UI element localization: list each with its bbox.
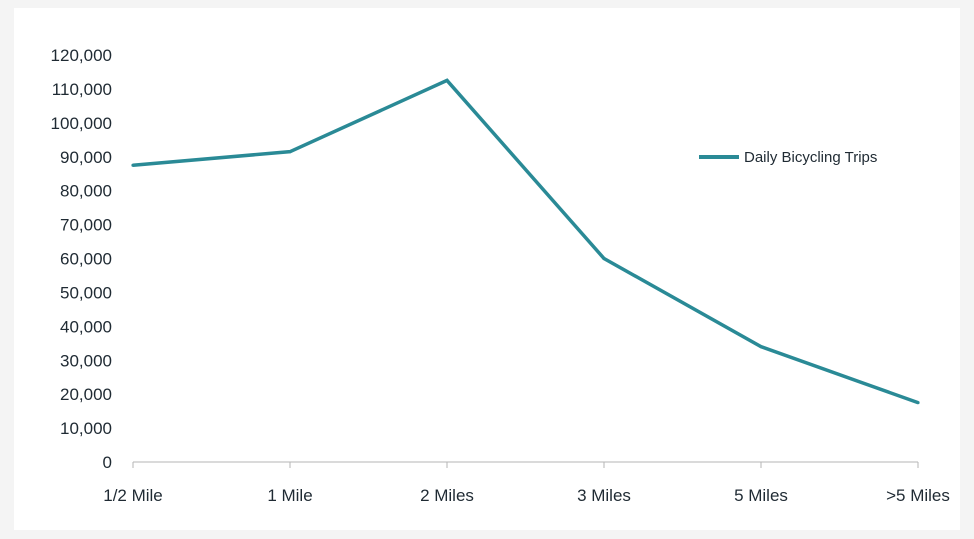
x-tick-label: >5 Miles <box>886 486 950 505</box>
y-tick-label: 120,000 <box>51 46 112 65</box>
x-tick-label: 1 Mile <box>267 486 312 505</box>
y-axis-labels: 0 10,000 20,000 30,000 40,000 50,000 60,000 70,… <box>51 46 112 472</box>
x-tick-label: 3 Miles <box>577 486 631 505</box>
y-tick-label: 0 <box>103 453 112 472</box>
y-tick-label: 60,000 <box>60 250 112 269</box>
y-tick-label: 80,000 <box>60 182 112 201</box>
y-tick-label: 20,000 <box>60 385 112 404</box>
y-tick-label: 110,000 <box>52 80 112 99</box>
y-tick-label: 100,000 <box>51 114 112 133</box>
y-tick-label: 10,000 <box>60 419 112 438</box>
legend-label: Daily Bicycling Trips <box>744 149 877 166</box>
y-tick-label: 70,000 <box>60 216 112 235</box>
x-tick-label: 5 Miles <box>734 486 788 505</box>
data-point <box>602 256 606 261</box>
data-point <box>916 401 920 405</box>
data-point <box>445 78 449 83</box>
y-tick-label: 50,000 <box>60 283 112 302</box>
x-axis-labels: 1/2 Mile 1 Mile 2 Miles 3 Miles 5 Miles >5 Mi… <box>103 486 950 505</box>
data-point <box>288 150 292 154</box>
y-tick-label: 30,000 <box>60 351 112 370</box>
y-tick-label: 40,000 <box>60 317 112 336</box>
data-point <box>131 163 135 167</box>
series-line <box>132 78 919 405</box>
x-axis <box>132 461 919 468</box>
y-tick-label: 90,000 <box>60 148 112 167</box>
x-tick-label: 2 Miles <box>420 486 474 505</box>
data-point <box>759 345 763 349</box>
x-tick-label: 1/2 Mile <box>103 486 163 505</box>
series-group <box>131 78 920 405</box>
chart-card <box>14 8 960 530</box>
legend: Daily Bicycling Trips <box>699 149 877 166</box>
